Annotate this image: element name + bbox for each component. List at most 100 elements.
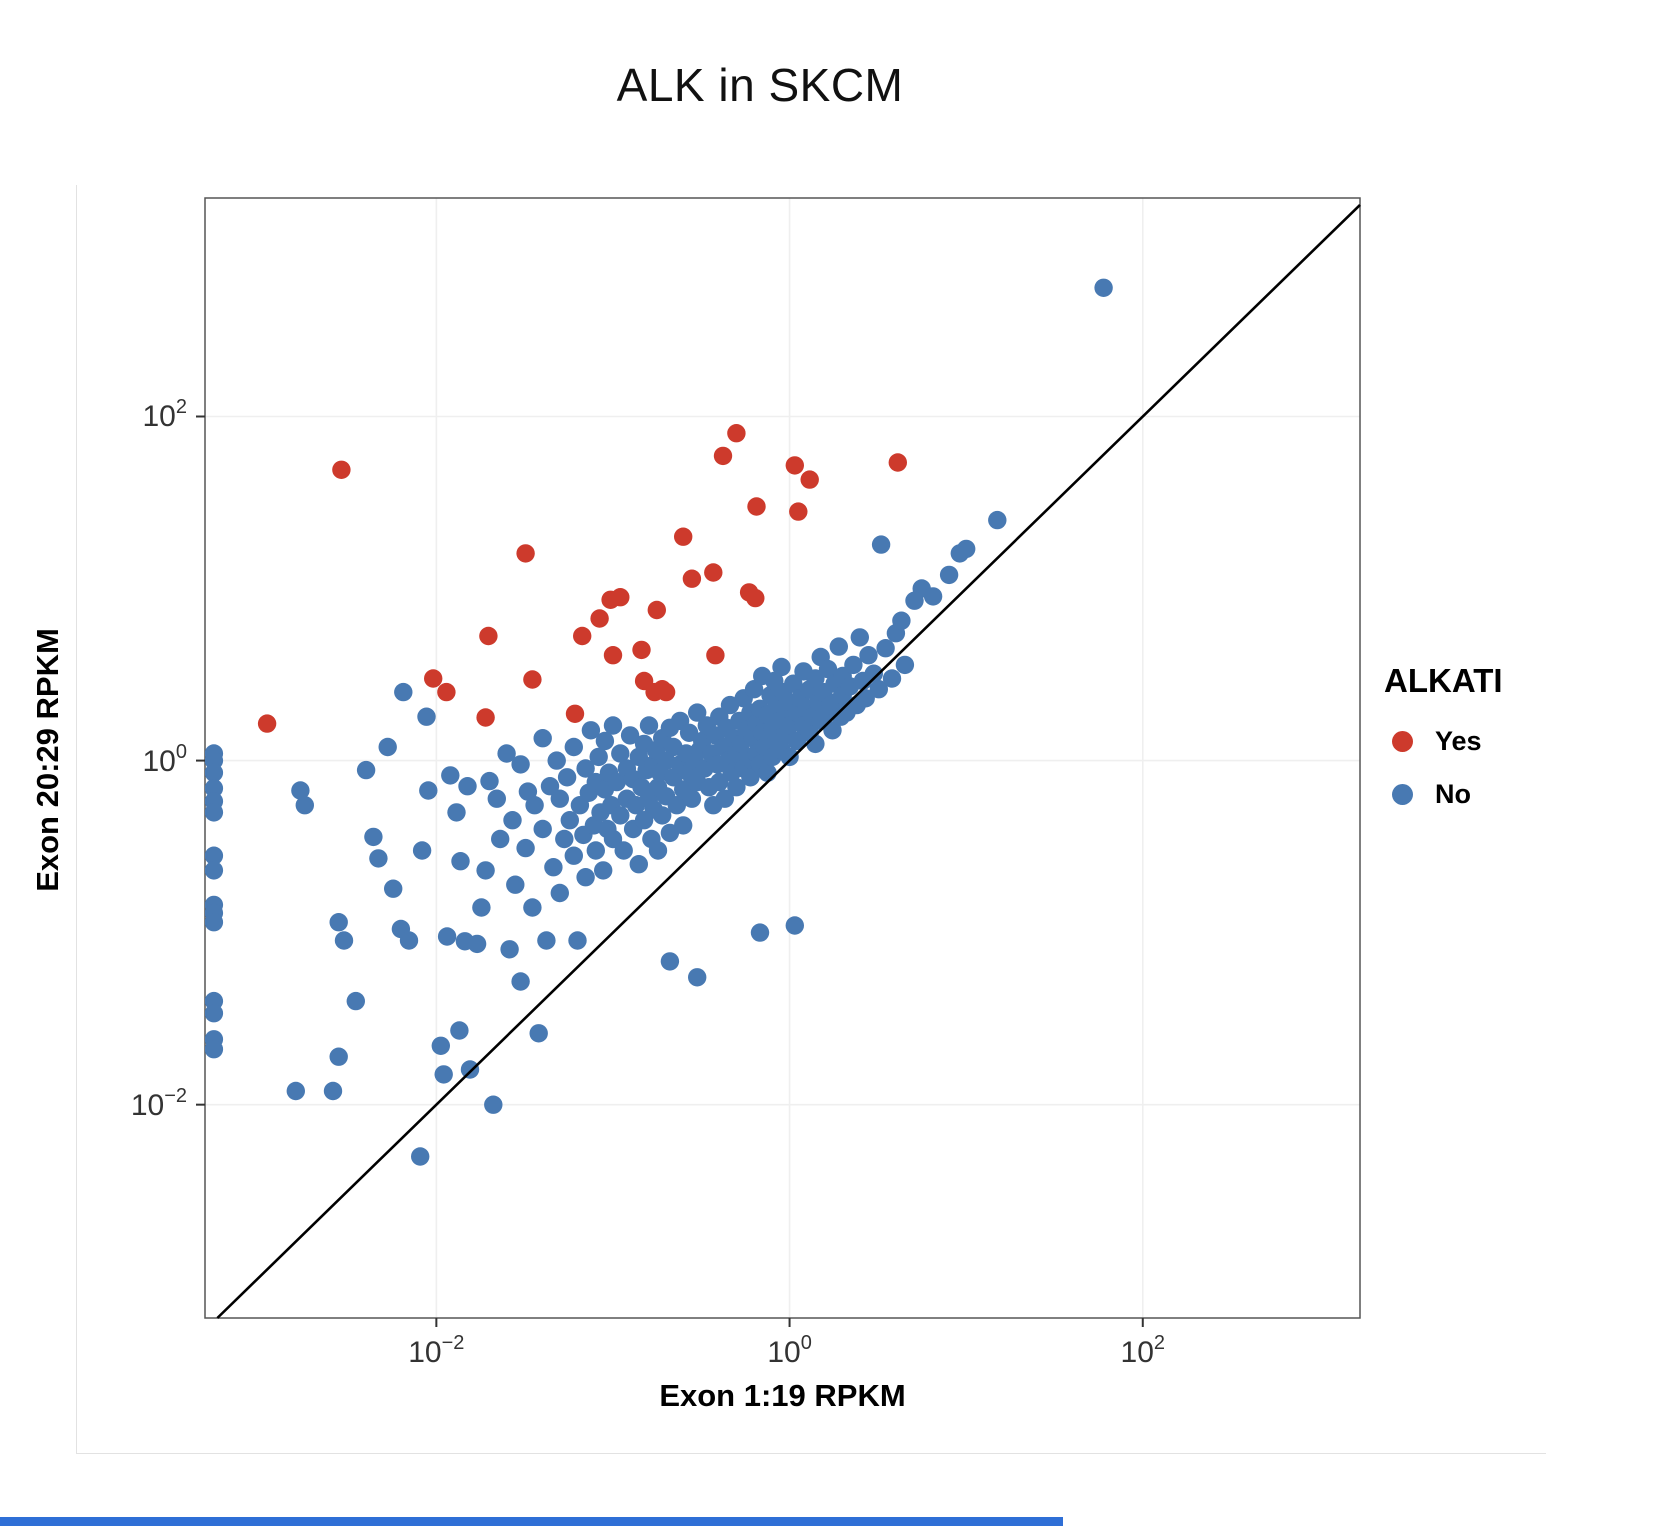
data-point-no	[568, 931, 587, 950]
data-point-no	[205, 779, 224, 798]
x-tick-label: 102	[1120, 1332, 1166, 1369]
data-point-no	[529, 1024, 548, 1043]
data-point-no	[484, 1095, 503, 1114]
data-point-no	[939, 565, 959, 585]
data-point-no	[411, 1147, 430, 1166]
data-point-no	[688, 703, 707, 722]
data-point-yes	[516, 544, 535, 563]
data-point-no	[818, 659, 838, 679]
data-point-yes	[647, 600, 666, 620]
data-point-no	[295, 796, 314, 815]
data-point-no	[291, 781, 310, 800]
data-point-yes	[590, 609, 609, 628]
data-point-no	[540, 777, 560, 796]
data-point-no	[895, 655, 915, 675]
chart-title: ALK in SKCM	[616, 59, 904, 111]
data-point-no	[476, 861, 495, 880]
data-point-no	[506, 875, 525, 894]
data-point-no	[829, 637, 848, 656]
data-point-no	[384, 879, 403, 898]
data-point-no	[611, 806, 630, 825]
data-point-no	[431, 1036, 450, 1056]
data-point-no	[525, 796, 544, 815]
data-point-no	[758, 763, 777, 782]
data-point-no	[500, 940, 519, 959]
data-point-yes	[573, 626, 592, 646]
data-point-no	[806, 734, 825, 754]
data-point-no	[905, 591, 924, 610]
legend-items: Yes No	[1384, 726, 1644, 810]
data-point-yes	[747, 497, 766, 516]
data-point-no	[550, 883, 569, 903]
data-point-no	[555, 829, 574, 849]
data-point-no	[614, 841, 633, 860]
data-point-yes	[746, 588, 765, 608]
data-point-no	[576, 868, 595, 887]
data-point-no	[603, 829, 623, 849]
data-point-yes	[682, 569, 702, 588]
data-point-no	[334, 931, 354, 950]
data-point-no	[399, 931, 419, 950]
data-point-no	[611, 744, 630, 763]
y-tick-label: 100	[142, 740, 188, 778]
legend: ALKATI Yes No	[1384, 662, 1644, 832]
data-point-no	[850, 628, 869, 647]
data-point-no	[856, 689, 875, 708]
data-point-no	[715, 789, 734, 808]
data-points-layer	[205, 278, 1113, 1166]
data-point-no	[205, 803, 224, 822]
data-point-no	[557, 768, 577, 787]
data-point-no	[741, 768, 760, 787]
data-point-no	[639, 716, 659, 735]
data-point-no	[744, 680, 764, 699]
axis-tick-marks	[196, 415, 1144, 1327]
data-point-no	[441, 766, 460, 785]
data-point-no	[491, 829, 510, 849]
data-point-no	[629, 855, 648, 874]
y-tick-label: 102	[142, 396, 188, 434]
data-point-no	[503, 811, 522, 830]
legend-dot-yes	[1392, 731, 1413, 752]
data-point-no	[869, 680, 888, 699]
data-point-no	[772, 657, 791, 677]
data-point-no	[472, 898, 491, 917]
data-point-no	[560, 811, 579, 830]
data-point-no	[458, 777, 477, 796]
data-point-no	[417, 707, 436, 726]
data-point-no	[660, 952, 680, 971]
data-point-no	[518, 782, 538, 801]
data-point-no	[682, 789, 702, 808]
data-point-yes	[713, 446, 733, 466]
data-point-no	[780, 747, 799, 767]
data-point-no	[480, 771, 499, 791]
data-point-yes	[424, 669, 443, 688]
data-point-no	[688, 968, 707, 987]
y-tick-label: 10−2	[130, 1084, 187, 1122]
data-point-yes	[479, 626, 498, 646]
data-point-yes	[706, 646, 725, 665]
data-point-no	[533, 819, 552, 839]
data-point-no	[394, 682, 413, 702]
data-point-no	[533, 729, 552, 748]
x-tick-label: 100	[767, 1332, 812, 1369]
data-point-no	[750, 923, 770, 942]
data-point-no	[205, 861, 224, 880]
data-point-no	[205, 1004, 224, 1023]
legend-label-no: No	[1435, 779, 1471, 809]
data-point-no	[720, 695, 740, 715]
data-point-no	[487, 789, 506, 808]
x-axis-label: Exon 1:19 RPKM	[659, 1378, 906, 1413]
data-point-no	[369, 849, 388, 868]
data-point-yes	[704, 563, 723, 582]
data-point-no	[323, 1081, 343, 1101]
data-point-no	[785, 916, 804, 935]
data-point-no	[378, 737, 397, 757]
data-point-no	[648, 841, 668, 860]
data-point-no	[882, 669, 902, 688]
data-point-yes	[674, 527, 693, 546]
data-point-yes	[437, 682, 456, 702]
legend-item-no: No	[1392, 779, 1644, 810]
data-point-yes	[727, 424, 746, 443]
